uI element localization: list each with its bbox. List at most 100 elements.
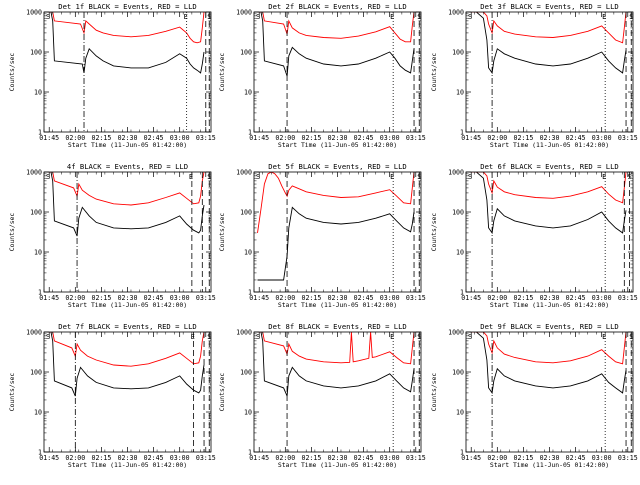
y-tick-label: 100 bbox=[452, 368, 464, 376]
chart-panel-6: Det 6f BLACK = Events, RED = LLD S E S 1 10 10… bbox=[430, 162, 638, 309]
x-tick-label: 02:45 bbox=[354, 454, 374, 462]
x-tick-label: 02:30 bbox=[118, 294, 138, 302]
x-tick-label: 01:45 bbox=[249, 454, 269, 462]
x-tick-label: 02:15 bbox=[91, 454, 111, 462]
flag-label: E bbox=[184, 13, 188, 21]
flag-label: S bbox=[628, 173, 632, 181]
flag-label: S bbox=[207, 173, 211, 181]
flag-label: S bbox=[46, 333, 50, 341]
chart-panel-8: Det 8f BLACK = Events, RED = LLD S E S 1 10 10… bbox=[218, 322, 426, 469]
y-axis-label: Counts/sec bbox=[8, 213, 16, 252]
x-tick-label: 03:00 bbox=[170, 134, 190, 142]
x-tick-label: 03:00 bbox=[170, 294, 190, 302]
y-tick-label: 100 bbox=[30, 208, 42, 216]
chart-panel-3: Det 3f BLACK = Events, RED = LLD S E S 1 10 10… bbox=[430, 2, 638, 149]
y-tick-label: 100 bbox=[240, 368, 252, 376]
x-tick-label: 03:15 bbox=[406, 454, 426, 462]
x-tick-label: 03:15 bbox=[406, 134, 426, 142]
x-tick-label: 01:45 bbox=[461, 294, 481, 302]
x-tick-label: 02:00 bbox=[487, 294, 507, 302]
series-line-events bbox=[469, 332, 627, 395]
plot-frame bbox=[43, 331, 212, 453]
x-axis-label: Start Time (11-Jun-05 01:42:00) bbox=[68, 461, 187, 469]
x-tick-label: 02:45 bbox=[144, 454, 164, 462]
x-tick-label: 03:00 bbox=[380, 454, 400, 462]
x-tick-label: 01:45 bbox=[249, 294, 269, 302]
flag-label: S bbox=[207, 13, 211, 21]
flag-label: E bbox=[390, 333, 394, 341]
x-axis-label: Start Time (11-Jun-05 01:42:00) bbox=[490, 301, 609, 309]
x-tick-label: 02:30 bbox=[328, 294, 348, 302]
x-axis-label: Start Time (11-Jun-05 01:42:00) bbox=[278, 461, 397, 469]
series-line-lld bbox=[257, 332, 415, 365]
flag-label: S bbox=[256, 333, 260, 341]
x-tick-label: 02:30 bbox=[540, 294, 560, 302]
x-tick-label: 02:45 bbox=[144, 294, 164, 302]
y-tick-label: 1 bbox=[460, 288, 464, 296]
series-line-lld bbox=[257, 12, 415, 43]
plot-frame bbox=[253, 11, 422, 133]
series-line-lld bbox=[47, 12, 205, 44]
y-tick-label: 10 bbox=[34, 88, 42, 96]
x-tick-label: 02:00 bbox=[487, 134, 507, 142]
y-tick-label: 100 bbox=[452, 208, 464, 216]
series-line-events bbox=[47, 12, 205, 74]
y-tick-label: 1000 bbox=[448, 328, 464, 336]
chart-title: Det 5f BLACK = Events, RED = LLD bbox=[268, 162, 406, 171]
series-line-events bbox=[469, 12, 627, 75]
plot-frame bbox=[43, 171, 212, 293]
x-tick-label: 02:15 bbox=[301, 454, 321, 462]
y-tick-label: 1 bbox=[38, 128, 42, 136]
flag-label: E bbox=[189, 173, 193, 181]
y-tick-label: 1000 bbox=[26, 328, 42, 336]
x-tick-label: 03:15 bbox=[618, 454, 638, 462]
x-tick-label: 02:00 bbox=[275, 454, 295, 462]
series-line-events bbox=[257, 206, 415, 281]
chart-panel-1: Det 1f BLACK = Events, RED = LLD S E S 1 10 10… bbox=[8, 2, 216, 149]
y-tick-label: 1 bbox=[460, 128, 464, 136]
x-tick-label: 03:15 bbox=[618, 134, 638, 142]
y-tick-label: 1 bbox=[38, 288, 42, 296]
flag-label: S bbox=[256, 173, 260, 181]
x-tick-label: 03:00 bbox=[592, 294, 612, 302]
y-tick-label: 10 bbox=[456, 88, 464, 96]
chart-title: Det 7f BLACK = Events, RED = LLD bbox=[58, 322, 196, 331]
y-tick-label: 1000 bbox=[236, 328, 252, 336]
x-tick-label: 02:00 bbox=[487, 454, 507, 462]
flag-label: S bbox=[417, 13, 421, 21]
chart-title: Det 2f BLACK = Events, RED = LLD bbox=[268, 2, 406, 11]
y-tick-label: 10 bbox=[456, 408, 464, 416]
flag-label: E bbox=[602, 13, 606, 21]
y-tick-label: 1000 bbox=[26, 168, 42, 176]
x-tick-label: 02:45 bbox=[566, 294, 586, 302]
y-tick-label: 100 bbox=[30, 48, 42, 56]
x-tick-label: 03:00 bbox=[592, 134, 612, 142]
flag-label: S bbox=[46, 13, 50, 21]
chart-title: Det 8f BLACK = Events, RED = LLD bbox=[268, 322, 406, 331]
x-tick-label: 02:45 bbox=[566, 454, 586, 462]
x-tick-label: 03:15 bbox=[406, 294, 426, 302]
x-axis-label: Start Time (11-Jun-05 01:42:00) bbox=[278, 301, 397, 309]
x-tick-label: 02:30 bbox=[328, 134, 348, 142]
y-tick-label: 1 bbox=[248, 128, 252, 136]
x-tick-label: 02:45 bbox=[354, 134, 374, 142]
x-tick-label: 03:15 bbox=[196, 294, 216, 302]
series-line-events bbox=[47, 332, 205, 397]
x-tick-label: 02:00 bbox=[275, 294, 295, 302]
flag-label: E bbox=[390, 13, 394, 21]
y-tick-label: 10 bbox=[244, 408, 252, 416]
x-tick-label: 01:45 bbox=[461, 134, 481, 142]
x-tick-label: 01:45 bbox=[249, 134, 269, 142]
x-tick-label: 02:45 bbox=[144, 134, 164, 142]
flag-label: S bbox=[417, 173, 421, 181]
x-tick-label: 01:45 bbox=[39, 294, 59, 302]
chart-title: Det 9f BLACK = Events, RED = LLD bbox=[480, 322, 618, 331]
x-tick-label: 02:00 bbox=[65, 294, 85, 302]
x-axis-label: Start Time (11-Jun-05 01:42:00) bbox=[68, 141, 187, 149]
flag-label: S bbox=[629, 13, 633, 21]
chart-panel-4: 4f BLACK = Events, RED = LLD S E S 1 10 100 100… bbox=[8, 162, 216, 309]
x-tick-label: 03:15 bbox=[196, 454, 216, 462]
y-tick-label: 1 bbox=[248, 288, 252, 296]
